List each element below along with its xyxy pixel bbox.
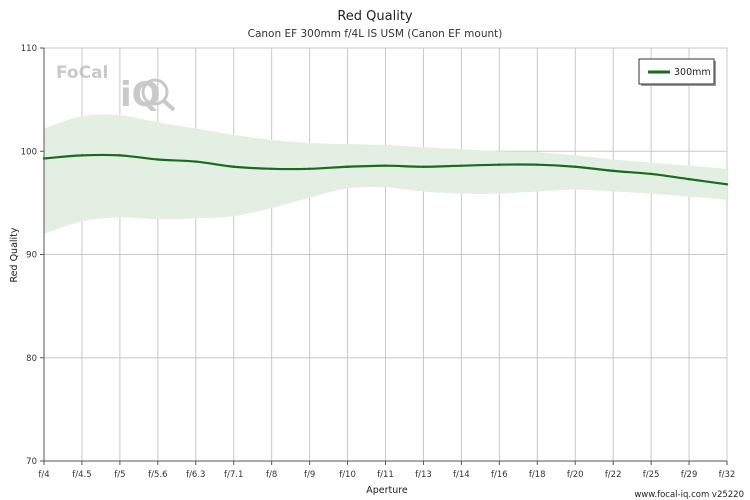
series-point bbox=[308, 167, 311, 171]
x-tick-label: f/9 bbox=[304, 470, 315, 480]
footer-text: www.focal-iq.com v25220 bbox=[634, 490, 744, 500]
x-tick-label: f/18 bbox=[529, 470, 546, 480]
series-point bbox=[118, 154, 122, 157]
x-tick-label: f/4 bbox=[38, 470, 49, 480]
x-tick-label: f/14 bbox=[453, 470, 470, 480]
y-tick-label: 80 bbox=[26, 354, 37, 364]
magnifier-handle-icon bbox=[162, 99, 176, 112]
x-tick-label: f/7.1 bbox=[224, 470, 243, 480]
y-tick-label: 70 bbox=[26, 457, 37, 467]
x-tick-label: f/5 bbox=[114, 470, 125, 480]
series-point bbox=[498, 163, 501, 166]
x-tick-label: f/22 bbox=[605, 470, 622, 480]
x-tick-label: f/6.3 bbox=[186, 470, 205, 480]
series-point bbox=[422, 165, 425, 168]
x-tick-label: f/29 bbox=[681, 470, 698, 480]
series-layer bbox=[42, 153, 729, 186]
x-tick-label: f/10 bbox=[339, 470, 356, 480]
y-tick-label: 110 bbox=[21, 44, 37, 54]
x-tick-label: f/32 bbox=[719, 470, 736, 480]
y-tick-label: 100 bbox=[21, 147, 37, 157]
series-point bbox=[649, 172, 653, 176]
series-point bbox=[460, 164, 463, 167]
chart-subtitle: Canon EF 300mm f/4L IS USM (Canon EF mou… bbox=[248, 28, 503, 40]
x-tick-label: f/4.5 bbox=[72, 470, 91, 480]
series-point bbox=[384, 164, 387, 167]
legend-label: 300mm bbox=[674, 67, 711, 78]
y-axis-label: Red Quality bbox=[9, 227, 20, 282]
x-tick-label: f/20 bbox=[567, 470, 584, 480]
y-tick-label: 90 bbox=[26, 251, 37, 261]
focal-iq-logo: FoCal iQ bbox=[56, 63, 176, 115]
series-band bbox=[44, 114, 727, 234]
x-tick-label: f/25 bbox=[643, 470, 660, 480]
x-tick-label: f/16 bbox=[491, 470, 508, 480]
series-point bbox=[232, 165, 235, 168]
series-point bbox=[687, 177, 691, 181]
series-point bbox=[611, 169, 615, 173]
logo-text-bottom: iQ bbox=[120, 75, 161, 115]
series-point bbox=[270, 167, 273, 171]
x-tick-label: f/8 bbox=[266, 470, 277, 480]
x-tick-label: f/5.6 bbox=[148, 470, 167, 480]
series-point bbox=[156, 158, 160, 161]
x-tick-label: f/13 bbox=[415, 470, 432, 480]
x-tick-label: f/11 bbox=[377, 470, 394, 480]
series-point bbox=[194, 160, 197, 163]
axes: 70 80 90 100 110 f/4 f/4.5 f/5 f/5.6 f/6.3 f/7.1 f/… bbox=[21, 44, 736, 480]
quality-band bbox=[44, 114, 727, 234]
series-point bbox=[574, 165, 577, 168]
series-point bbox=[346, 165, 349, 168]
series-point bbox=[80, 154, 84, 157]
legend: 300mm bbox=[638, 58, 716, 86]
series-point bbox=[725, 183, 729, 186]
chart-title: Red Quality bbox=[337, 9, 413, 24]
x-axis-label: Aperture bbox=[366, 485, 408, 496]
series-point bbox=[536, 163, 539, 166]
magnifier-icon bbox=[141, 78, 169, 106]
